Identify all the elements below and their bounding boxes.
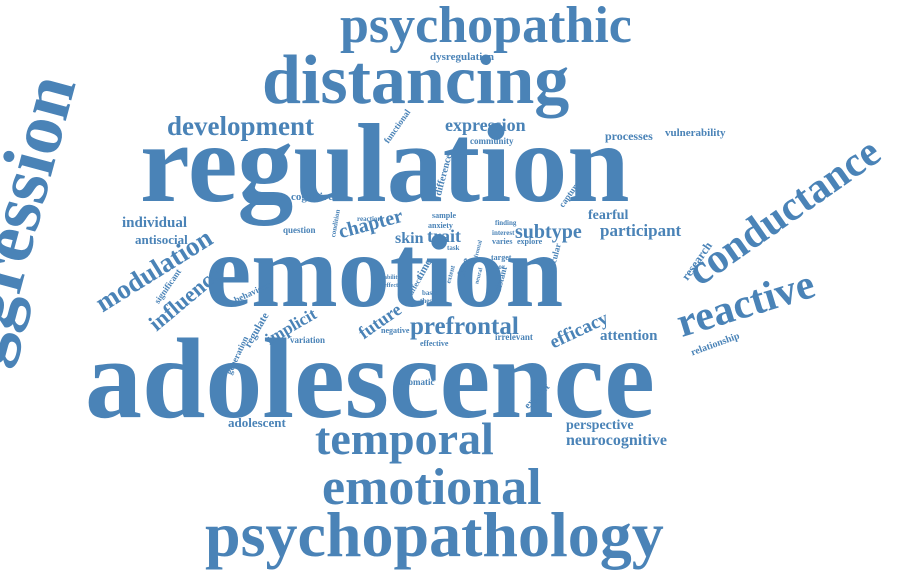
word-thesis: thesis <box>420 297 437 305</box>
word-ability: ability <box>384 275 401 281</box>
word-subtype: subtype <box>515 221 582 243</box>
word-neurocognitive: neurocognitive <box>566 432 668 449</box>
word-negative: negative <box>381 326 410 335</box>
word-reaction: reaction <box>357 215 382 223</box>
word-dysregulation: dysregulation <box>430 51 494 63</box>
word-temporal: temporal <box>315 413 494 464</box>
word-adolescent: adolescent <box>228 415 286 430</box>
word-expression: expression <box>445 115 526 135</box>
word-question: question <box>283 225 316 235</box>
word-irrelevant: irrelevant <box>495 332 533 342</box>
word-perspective: perspective <box>566 418 634 433</box>
word-prefrontal: prefrontal <box>410 313 519 340</box>
word-basic: basic <box>422 289 438 297</box>
word-finding: finding <box>495 219 517 227</box>
word-skin: skin <box>395 230 424 247</box>
word-vulnerability: vulnerability <box>665 127 726 139</box>
word-attention: attention <box>600 328 658 344</box>
word-development: development <box>167 111 314 141</box>
word-trait: trait <box>427 226 461 246</box>
word-processes: processes <box>605 129 653 143</box>
word-fearful: fearful <box>588 208 629 223</box>
word-psychopathic: psychopathic <box>340 0 632 54</box>
word-emotion: emotion <box>205 214 564 329</box>
word-effect: effect <box>384 283 398 289</box>
word-anxiety: anxiety <box>428 221 453 230</box>
word-varies: varies <box>492 237 513 246</box>
word-community: community <box>470 136 514 146</box>
word-target: target <box>491 253 512 262</box>
word-variation: variation <box>290 335 325 345</box>
word-task: task <box>447 244 460 252</box>
word-adolescence: adolescence <box>85 315 655 442</box>
word-aggression: aggression <box>0 66 93 408</box>
word-individual: individual <box>122 215 188 231</box>
word-automatic: automatic <box>396 377 435 387</box>
word-participant: participant <box>600 221 682 240</box>
word-sample: sample <box>432 211 456 220</box>
word-cognitive: cognitive <box>291 191 334 203</box>
word-distancing: distancing <box>262 42 570 119</box>
word-explore: explore <box>517 237 543 246</box>
word-regulation: regulation <box>140 102 630 226</box>
word-effective: effective <box>420 339 449 348</box>
word-antisocial: antisocial <box>135 232 188 247</box>
word-emotional: emotional <box>322 459 542 516</box>
word-interest: interest <box>492 229 515 237</box>
word-psychopathology: psychopathology <box>205 499 664 570</box>
word-poor: poor <box>491 263 505 271</box>
